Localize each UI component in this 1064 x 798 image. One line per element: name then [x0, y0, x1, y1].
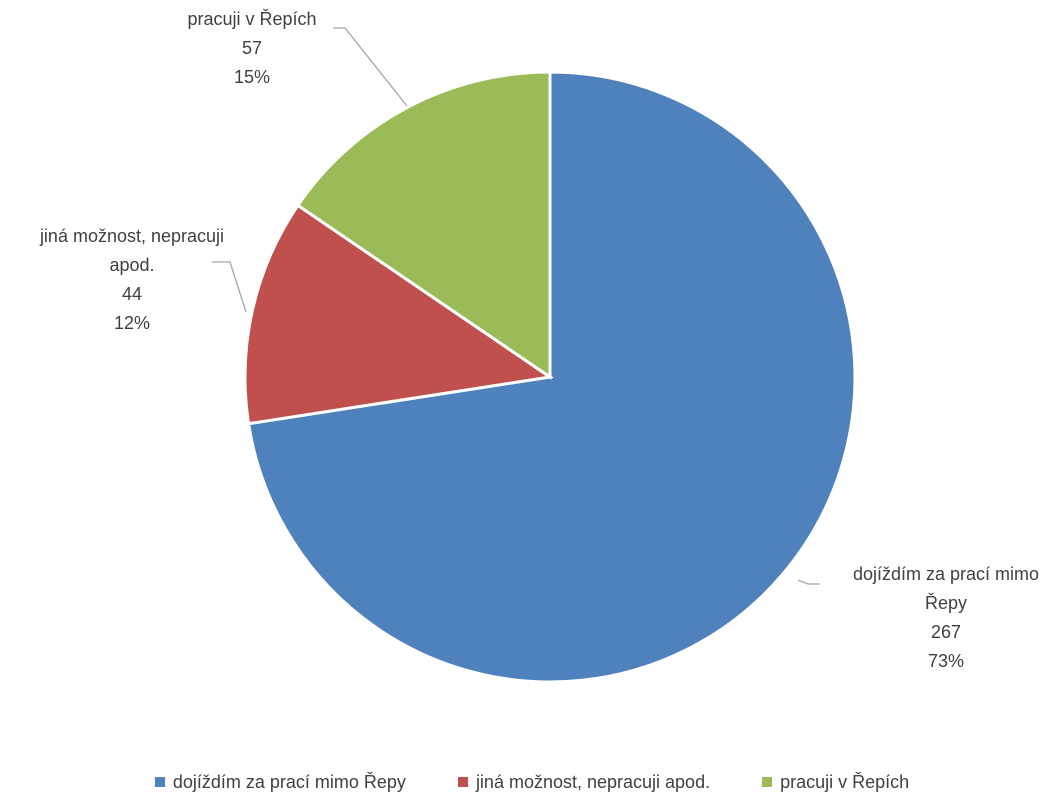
data-label-line: 44 — [122, 284, 142, 304]
data-label-line: 12% — [114, 313, 150, 333]
data-label-line: dojíždím za prací mimo — [853, 564, 1039, 584]
legend-swatch-other — [457, 777, 468, 787]
legend-label-local: pracuji v Řepích — [780, 771, 910, 792]
legend-label-other: jiná možnost, nepracuji apod. — [475, 771, 711, 792]
data-label-line: Řepy — [925, 593, 967, 613]
data-label-line: 267 — [931, 622, 961, 642]
legend-item-commute: dojíždím za prací mimo Řepy — [154, 771, 406, 793]
leader-line-local — [333, 27, 408, 107]
pie-slice-other — [243, 203, 554, 426]
legend-swatch-commute — [154, 777, 165, 787]
data-label-local: pracuji v Řepích 57 15% — [187, 9, 316, 87]
legend-item-other: jiná možnost, nepracuji apod. — [457, 771, 711, 793]
data-label-line: 57 — [242, 38, 262, 58]
pie-svg: dojíždím za prací mimo Řepy 267 73% jiná mož… — [39, 9, 1039, 684]
legend-label-commute: dojíždím za prací mimo Řepy — [172, 771, 406, 792]
legend: dojíždím za prací mimo Řepy jiná možnost… — [0, 766, 1064, 798]
data-label-line: apod. — [109, 255, 154, 275]
legend-swatch-local — [762, 777, 773, 787]
data-label-line: 73% — [928, 651, 964, 671]
data-label-line: pracuji v Řepích — [187, 9, 316, 29]
leader-line-commute — [797, 579, 820, 585]
pie-slice-local — [295, 70, 552, 380]
legend-item-local: pracuji v Řepích — [762, 772, 909, 793]
data-label-line: 15% — [234, 67, 270, 87]
data-label-other: jiná možnost, nepracuji apod. 44 12% — [39, 226, 224, 333]
data-label-commute: dojíždím za prací mimo Řepy 267 73% — [853, 564, 1039, 671]
data-label-line: jiná možnost, nepracuji — [39, 226, 224, 246]
leader-line-other — [212, 261, 247, 313]
